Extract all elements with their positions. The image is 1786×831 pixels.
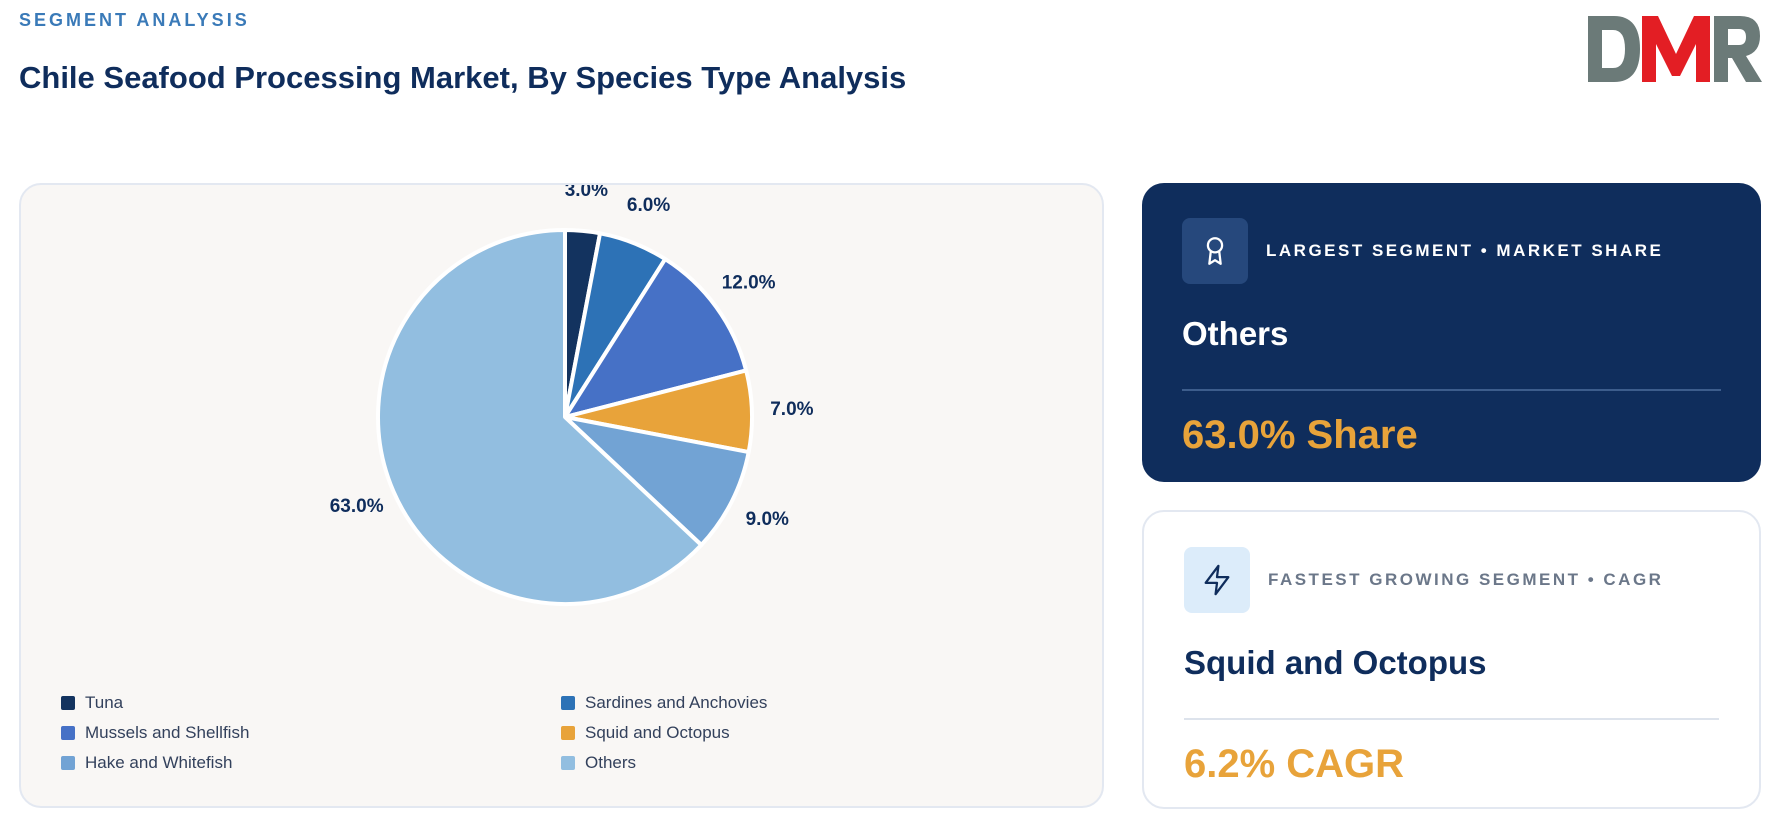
legend-swatch: [561, 726, 575, 740]
divider: [1182, 389, 1721, 391]
dmr-logo: [1580, 10, 1764, 88]
award-icon: [1206, 237, 1224, 265]
legend-label: Squid and Octopus: [585, 723, 730, 742]
legend-label: Sardines and Anchovies: [585, 693, 768, 712]
legend-item: Tuna: [61, 693, 561, 713]
legend-item: Hake and Whitefish: [61, 753, 561, 773]
award-icon-box: [1182, 218, 1248, 284]
pie-data-label: 9.0%: [746, 509, 789, 530]
fastest-growing-value: Squid and Octopus: [1184, 644, 1487, 681]
pie-data-label: 7.0%: [770, 399, 813, 420]
legend-item: Squid and Octopus: [561, 723, 1061, 743]
legend-label: Tuna: [85, 693, 124, 712]
legend-swatch: [561, 756, 575, 770]
legend-swatch: [561, 696, 575, 710]
logo-letter-m: [1642, 16, 1710, 82]
largest-segment-metric: 63.0% Share: [1182, 413, 1418, 457]
lightning-icon-box: [1184, 547, 1250, 613]
pie-data-label: 63.0%: [330, 496, 384, 517]
chart-legend: Tuna Sardines and Anchovies Mussels and Sh…: [61, 693, 1061, 773]
largest-segment-value: Others: [1182, 315, 1289, 352]
fastest-growing-label: FASTEST GROWING SEGMENT • CAGR: [1268, 570, 1664, 589]
legend-swatch: [61, 756, 75, 770]
legend-item: Mussels and Shellfish: [61, 723, 561, 743]
logo-letter-d: [1588, 16, 1640, 82]
pie-slice-mussels-and-shellfish: [563, 257, 749, 419]
pie-data-label: 12.0%: [722, 273, 776, 294]
pie-data-label: 3.0%: [565, 185, 608, 201]
logo-letter-r: [1714, 16, 1762, 82]
chart-card: 3.0% 6.0% 12.0% 7.0% 9.0% 63.0% Tuna Sardines …: [19, 183, 1104, 808]
legend-swatch: [61, 726, 75, 740]
legend-item: Others: [561, 753, 1061, 773]
pie-chart: 3.0% 6.0% 12.0% 7.0% 9.0% 63.0%: [330, 185, 814, 606]
pie-slice-hake-and-whitefish: [563, 415, 751, 548]
page-title: Chile Seafood Processing Market, By Spec…: [19, 60, 907, 95]
fastest-growing-card: FASTEST GROWING SEGMENT • CAGR Squid and…: [1142, 510, 1761, 809]
largest-segment-card: LARGEST SEGMENT • MARKET SHARE Others 63…: [1142, 183, 1761, 482]
legend-item: Sardines and Anchovies: [561, 693, 1061, 713]
legend-label: Others: [585, 753, 637, 772]
legend-label: Hake and Whitefish: [85, 753, 233, 772]
fastest-growing-metric: 6.2% CAGR: [1184, 742, 1405, 786]
section-eyebrow: SEGMENT ANALYSIS: [19, 10, 250, 30]
legend-swatch: [61, 696, 75, 710]
lightning-icon: [1204, 564, 1230, 596]
pie-slice-others: [376, 228, 704, 606]
divider: [1184, 718, 1719, 720]
pie-data-label: 6.0%: [627, 195, 670, 216]
legend-label: Mussels and Shellfish: [85, 723, 250, 742]
largest-segment-label: LARGEST SEGMENT • MARKET SHARE: [1266, 241, 1664, 260]
